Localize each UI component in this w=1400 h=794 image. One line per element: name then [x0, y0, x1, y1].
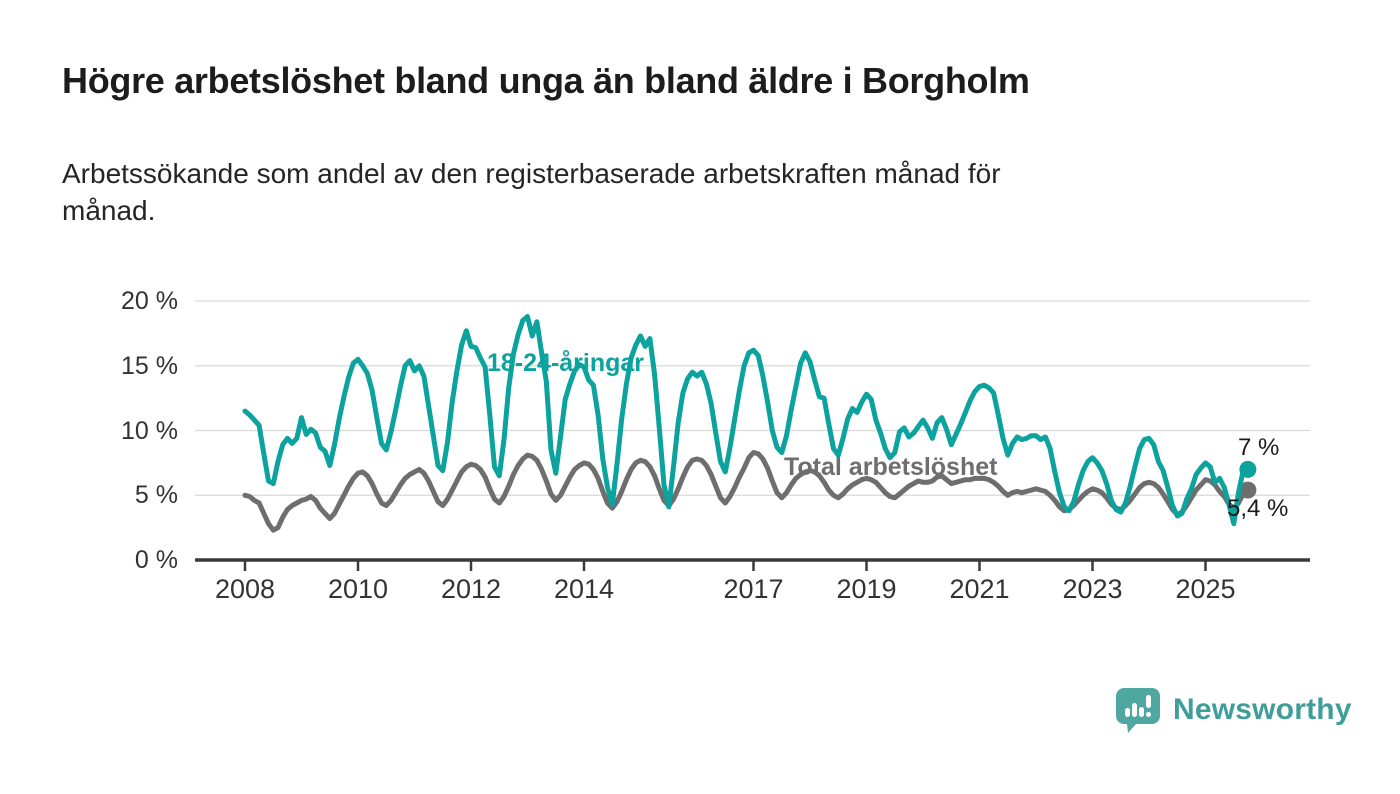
x-tick-label-2014: 2014: [553, 574, 615, 604]
series-end-dot-Total arbetslöshet: [1239, 481, 1257, 499]
x-tick-label-2010: 2010: [327, 574, 389, 604]
x-tick-label-2012: 2012: [440, 574, 502, 604]
y-tick-label-5: 5 %: [134, 481, 178, 510]
x-tick-label-2017: 2017: [723, 574, 784, 604]
y-tick-label-20: 20 %: [121, 287, 178, 315]
series-end-dot-18-24-åringar: [1239, 460, 1257, 478]
logo-bar-3: [1139, 707, 1144, 717]
series-line-18-24-åringar: [242, 314, 1251, 527]
newsworthy-logo: Newsworthy: [1114, 686, 1352, 734]
newsworthy-wordmark: Newsworthy: [1173, 693, 1352, 726]
logo-exclamation-bar: [1146, 695, 1151, 708]
newsworthy-logo-icon: [1116, 688, 1160, 733]
series-label-total: Total arbetslöshet: [784, 453, 998, 481]
y-tick-label-10: 10 %: [121, 416, 178, 445]
subtitle-line-2: månad.: [62, 195, 156, 226]
logo-bubble-shape: [1116, 688, 1160, 733]
x-tick-label-2025: 2025: [1175, 574, 1236, 604]
logo-exclamation-dot: [1146, 712, 1151, 717]
y-tick-label-15: 15 %: [121, 351, 178, 380]
y-tick-label-0: 0 %: [134, 546, 178, 574]
x-tick-label-2021: 2021: [949, 574, 1010, 604]
series-label-youth: 18-24-åringar: [487, 349, 645, 377]
logo-bar-2: [1132, 703, 1137, 717]
end-value-label-total: 5,4 %: [1227, 495, 1289, 522]
page-title: Högre arbetslöshet bland unga än bland ä…: [62, 60, 1030, 101]
end-value-label-youth: 7 %: [1238, 434, 1280, 461]
x-tick-label-2008: 2008: [214, 574, 276, 604]
subtitle-line-1: Arbetssökande som andel av den registerb…: [62, 158, 1001, 189]
x-tick-label-2023: 2023: [1062, 574, 1123, 604]
x-tick-label-2019: 2019: [836, 574, 897, 604]
logo-bar-1: [1125, 708, 1130, 717]
series-line-Total arbetslöshet: [242, 450, 1251, 533]
chart-subtitle: Arbetssökande som andel av den registerb…: [62, 155, 1001, 229]
